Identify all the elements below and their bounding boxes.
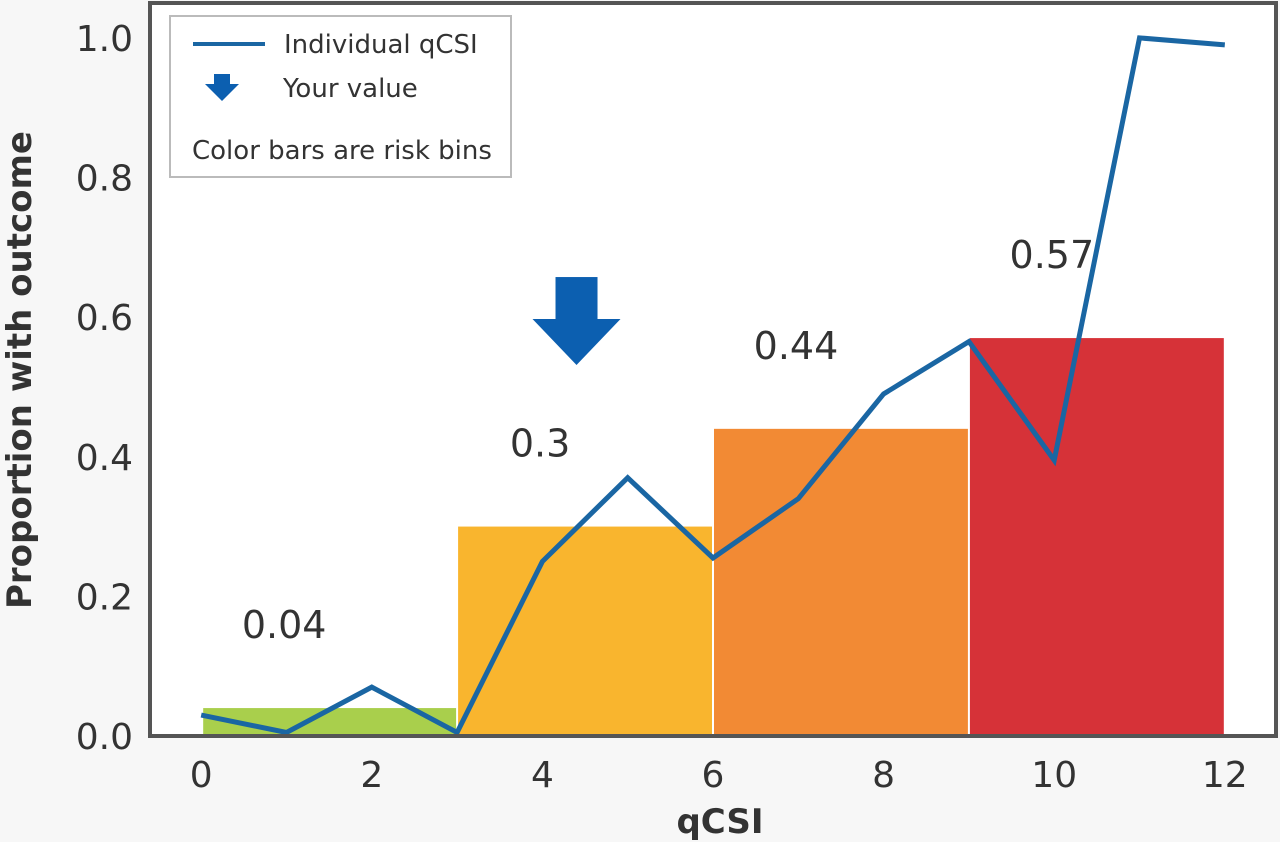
legend-entry-your-value: Your value [282,74,418,104]
x-axis-label: qCSI [676,802,763,842]
y-tick-label: 0.8 [76,159,133,200]
y-tick-label: 0.4 [76,438,133,479]
x-tick-label: 10 [1031,755,1077,796]
x-tick-label: 8 [872,755,895,796]
risk-bin-bar [458,526,712,736]
x-axis-ticks: 0 2 4 6 8 10 12 [190,755,1248,796]
risk-bin-value-label: 0.04 [242,603,327,647]
x-tick-label: 0 [190,755,213,796]
risk-bin-value-label: 0.57 [1010,233,1095,277]
individual-qcsi-series [200,35,1226,736]
y-tick-label: 0.2 [76,577,133,618]
risk-bin-bar [714,428,968,736]
individual-qcsi-line [200,35,1226,736]
y-axis-ticks: 0.0 0.2 0.4 0.6 0.8 1.0 [76,19,133,758]
legend-note-risk-bins: Color bars are risk bins [192,136,492,166]
x-tick-label: 12 [1202,755,1248,796]
your-value-arrow-icon [532,277,621,366]
y-tick-label: 1.0 [76,19,133,60]
plot-frame [148,1,1278,738]
your-value-marker-group [532,277,621,366]
risk-bins [203,338,1224,736]
y-tick-label: 0.0 [76,717,133,758]
risk-bin-value-label: 0.44 [754,324,839,368]
legend-entry-individual-qcsi: Individual qCSI [284,30,478,60]
y-tick-label: 0.6 [76,298,133,339]
x-tick-label: 4 [531,755,554,796]
x-tick-label: 6 [702,755,725,796]
x-tick-label: 2 [360,755,383,796]
legend-arrow-icon [205,74,239,101]
y-axis-label: Proportion with outcome [0,131,40,609]
risk-bin-value-label: 0.3 [510,422,570,466]
legend: Individual qCSI Your value Color bars ar… [169,15,512,178]
risk-bin-labels: 0.04 0.3 0.44 0.57 [242,233,1094,647]
